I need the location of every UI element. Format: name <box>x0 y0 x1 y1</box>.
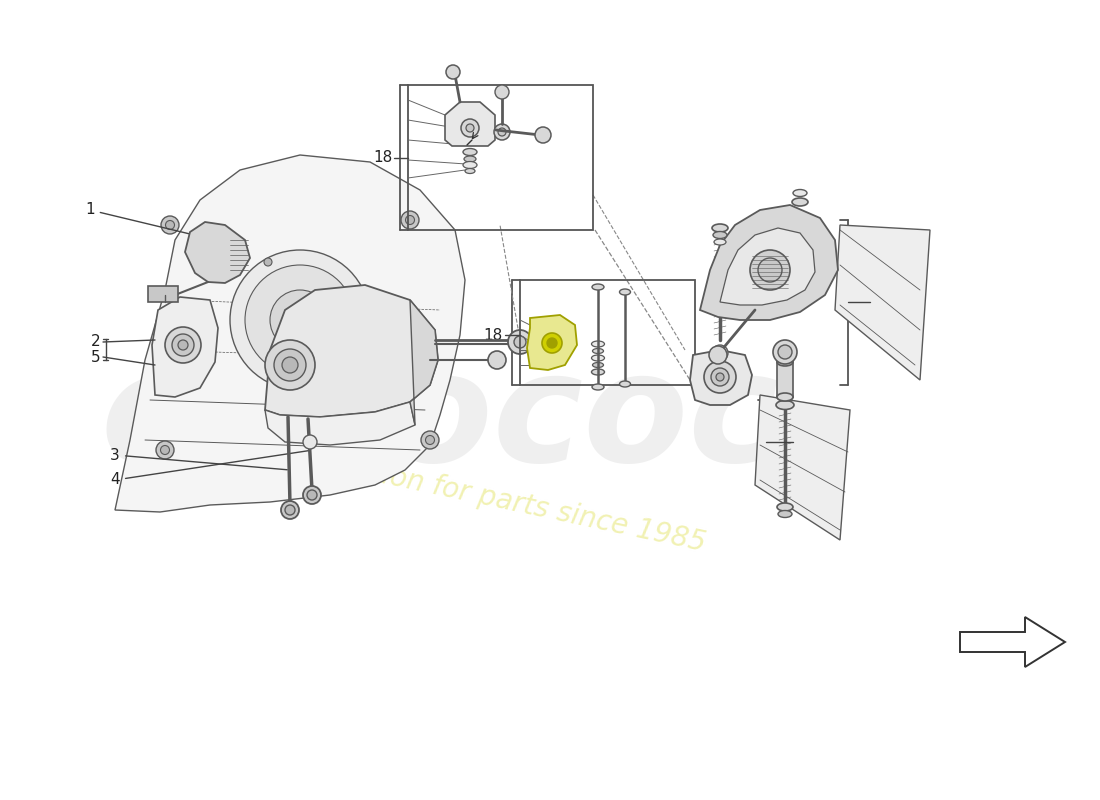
Ellipse shape <box>778 510 792 518</box>
Circle shape <box>245 265 355 375</box>
Circle shape <box>178 340 188 350</box>
Text: 18: 18 <box>484 327 503 342</box>
Circle shape <box>704 361 736 393</box>
Ellipse shape <box>593 349 604 354</box>
Ellipse shape <box>463 162 477 169</box>
Ellipse shape <box>792 198 808 206</box>
Polygon shape <box>755 395 850 540</box>
Circle shape <box>421 431 439 449</box>
Polygon shape <box>527 315 578 370</box>
Circle shape <box>773 340 798 364</box>
Ellipse shape <box>592 284 604 290</box>
Circle shape <box>498 128 506 136</box>
Ellipse shape <box>592 341 605 347</box>
Circle shape <box>270 290 330 350</box>
Ellipse shape <box>592 355 605 361</box>
Ellipse shape <box>712 224 728 232</box>
Circle shape <box>542 333 562 353</box>
Circle shape <box>508 330 532 354</box>
Text: eurococ: eurococ <box>100 346 780 494</box>
Text: 4: 4 <box>110 450 310 487</box>
Text: 2: 2 <box>90 334 100 350</box>
Text: 5: 5 <box>90 350 100 365</box>
Circle shape <box>514 336 526 348</box>
Polygon shape <box>446 102 495 146</box>
Ellipse shape <box>777 393 793 401</box>
Circle shape <box>750 250 790 290</box>
Ellipse shape <box>464 156 476 162</box>
Circle shape <box>307 490 317 500</box>
Text: 18: 18 <box>374 150 393 166</box>
Bar <box>777 362 793 397</box>
Circle shape <box>165 221 175 230</box>
Circle shape <box>710 346 727 364</box>
Circle shape <box>758 258 782 282</box>
Polygon shape <box>265 402 415 445</box>
Circle shape <box>264 258 272 266</box>
Polygon shape <box>720 228 815 305</box>
Bar <box>148 286 178 302</box>
Circle shape <box>535 127 551 143</box>
Text: 19: 19 <box>795 434 814 450</box>
Circle shape <box>282 357 298 373</box>
Circle shape <box>712 345 728 361</box>
Text: a passion for parts since 1985: a passion for parts since 1985 <box>292 442 708 558</box>
Circle shape <box>302 435 317 449</box>
Circle shape <box>426 435 434 445</box>
Ellipse shape <box>463 149 477 155</box>
Circle shape <box>402 211 419 229</box>
Circle shape <box>466 124 474 132</box>
Circle shape <box>156 441 174 459</box>
Circle shape <box>547 338 557 348</box>
Circle shape <box>446 65 460 79</box>
Circle shape <box>406 215 415 225</box>
Circle shape <box>280 501 299 519</box>
Circle shape <box>230 250 370 390</box>
Circle shape <box>161 216 179 234</box>
Polygon shape <box>690 350 752 405</box>
Circle shape <box>778 345 792 359</box>
Circle shape <box>716 349 724 357</box>
Polygon shape <box>152 297 218 397</box>
Ellipse shape <box>619 381 630 387</box>
Circle shape <box>302 486 321 504</box>
Circle shape <box>494 124 510 140</box>
Polygon shape <box>835 225 930 380</box>
Circle shape <box>265 340 315 390</box>
Ellipse shape <box>592 369 605 375</box>
Circle shape <box>285 505 295 515</box>
Circle shape <box>165 327 201 363</box>
Ellipse shape <box>714 239 726 245</box>
Circle shape <box>274 349 306 381</box>
Polygon shape <box>116 155 465 512</box>
Polygon shape <box>700 205 838 320</box>
Ellipse shape <box>713 231 727 238</box>
Bar <box>520 280 695 385</box>
Polygon shape <box>410 300 438 425</box>
Ellipse shape <box>793 190 807 197</box>
Text: 1: 1 <box>85 202 212 239</box>
Circle shape <box>461 119 478 137</box>
Text: 3: 3 <box>110 447 287 470</box>
Circle shape <box>161 446 169 454</box>
Polygon shape <box>265 285 438 417</box>
Circle shape <box>488 351 506 369</box>
Circle shape <box>711 368 729 386</box>
Ellipse shape <box>592 384 604 390</box>
Text: 20: 20 <box>872 294 891 310</box>
Ellipse shape <box>465 169 475 174</box>
Circle shape <box>495 85 509 99</box>
Ellipse shape <box>593 362 604 367</box>
Ellipse shape <box>777 358 793 366</box>
Circle shape <box>290 310 310 330</box>
Polygon shape <box>185 222 250 283</box>
Bar <box>408 85 593 230</box>
Ellipse shape <box>776 401 794 410</box>
Ellipse shape <box>777 503 793 511</box>
Ellipse shape <box>777 393 793 401</box>
Ellipse shape <box>619 289 630 295</box>
Circle shape <box>172 334 194 356</box>
Circle shape <box>716 373 724 381</box>
